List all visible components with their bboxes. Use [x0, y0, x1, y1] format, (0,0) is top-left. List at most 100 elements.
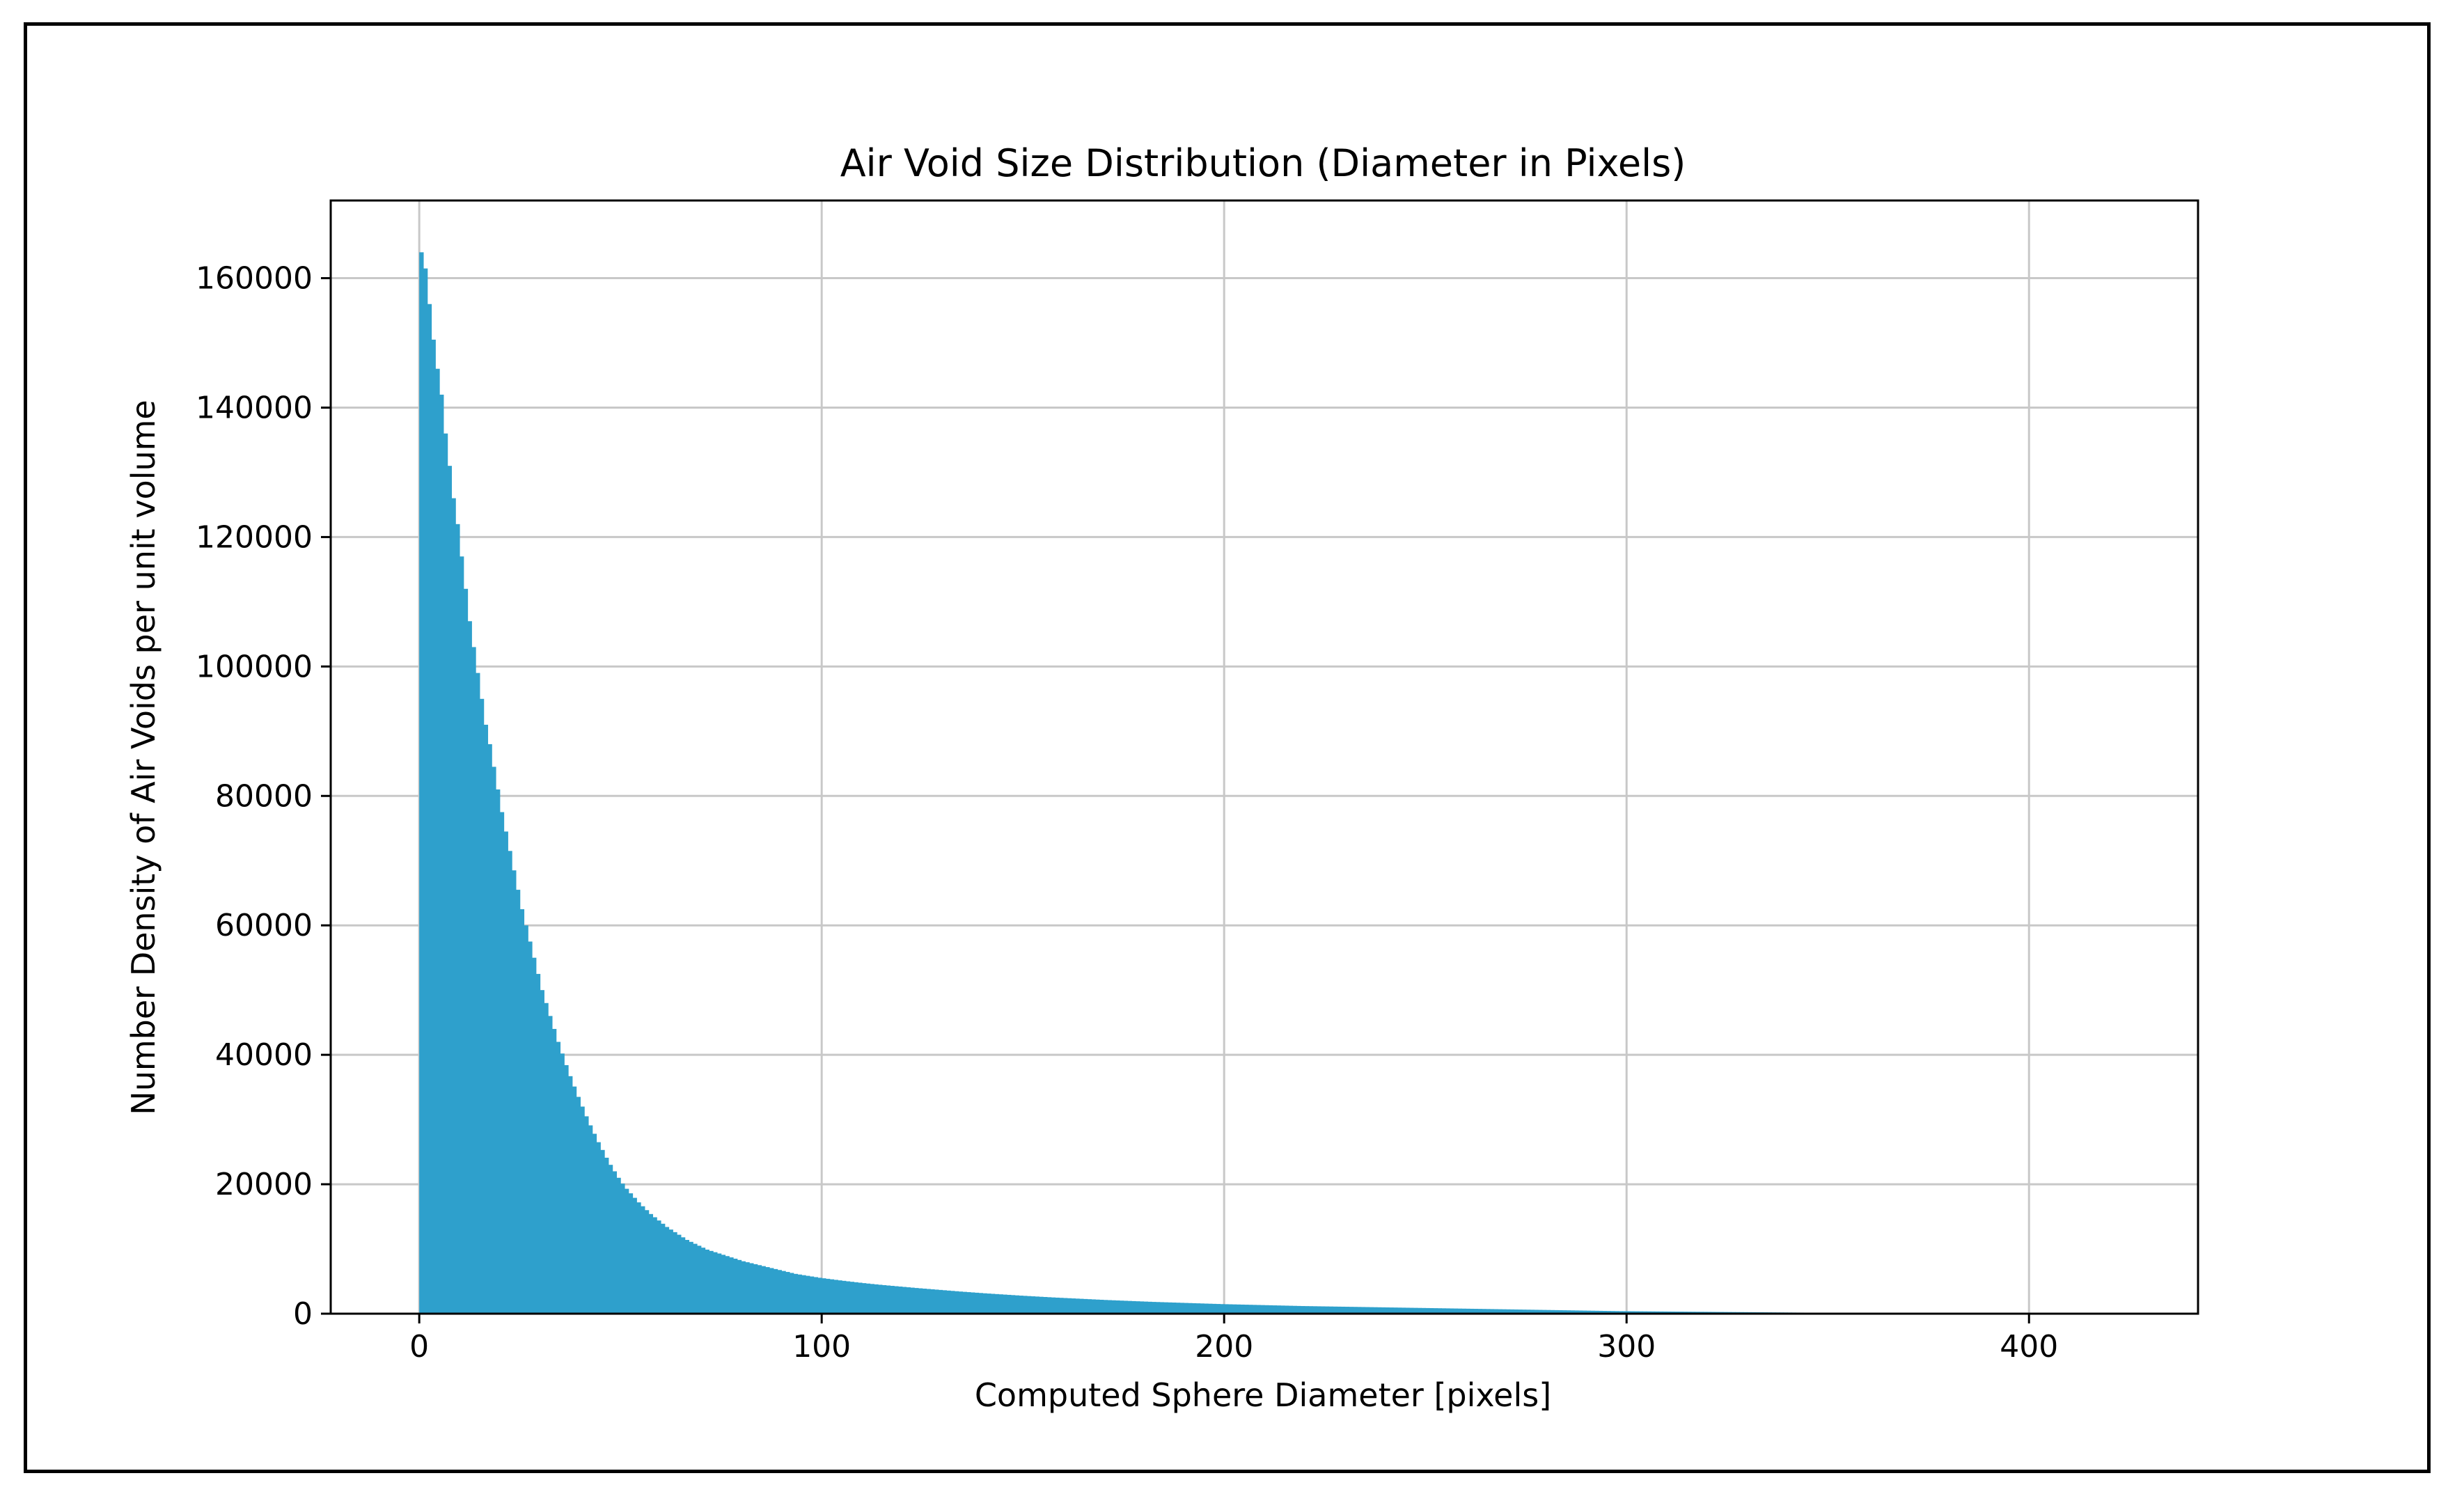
histogram-bar [1557, 1310, 1563, 1314]
histogram-bar [495, 789, 501, 1314]
histogram-bar [1590, 1310, 1595, 1314]
histogram-bar [1003, 1294, 1007, 1314]
histogram-bar [833, 1280, 838, 1314]
histogram-bar [1493, 1309, 1498, 1314]
histogram-bar [1119, 1300, 1124, 1314]
histogram-bar [1079, 1298, 1084, 1314]
histogram-bar [1143, 1301, 1148, 1314]
histogram-bar [1062, 1298, 1068, 1314]
histogram-bar [1276, 1305, 1281, 1314]
histogram-bar [1525, 1310, 1531, 1314]
histogram-bar [1514, 1309, 1519, 1314]
histogram-bar [1485, 1309, 1491, 1314]
histogram-bar [709, 1250, 714, 1314]
histogram-bar [1111, 1300, 1116, 1314]
histogram-bar [556, 1041, 561, 1314]
histogram-bar [1461, 1308, 1466, 1314]
histogram-bar [1654, 1311, 1660, 1314]
histogram-bar [1252, 1305, 1257, 1314]
histogram-bar [858, 1282, 863, 1314]
histogram-bar [1369, 1307, 1374, 1314]
histogram-bar [608, 1165, 613, 1314]
histogram-bar [1320, 1306, 1326, 1314]
histogram-bar [1521, 1310, 1527, 1314]
histogram-bar [443, 433, 448, 1314]
histogram-bar [1622, 1311, 1627, 1314]
histogram-bar [568, 1076, 573, 1314]
histogram-bar [1179, 1303, 1184, 1314]
histogram-bar [926, 1289, 931, 1314]
histogram-bar [1405, 1307, 1410, 1314]
x-tick-label: 200 [1195, 1329, 1253, 1365]
histogram-bar [1095, 1299, 1100, 1314]
histogram-bar [1376, 1307, 1382, 1314]
histogram-bar [1582, 1310, 1587, 1314]
histogram-bar [1433, 1308, 1438, 1314]
histogram-bar [657, 1220, 661, 1314]
histogram-bar [838, 1280, 842, 1314]
histogram-bar [459, 556, 464, 1314]
histogram-bar [431, 339, 436, 1314]
axis-ticks: 0 100 200 300 400 0 20000 40000 60000 80000 100000… [196, 261, 2058, 1365]
histogram-bar [1039, 1296, 1044, 1314]
histogram-bar [1457, 1308, 1462, 1314]
histogram-bar [894, 1286, 899, 1314]
histogram-bar [1570, 1310, 1575, 1314]
histogram-bar [1650, 1311, 1656, 1314]
histogram-bar [1152, 1302, 1156, 1314]
histogram-bar [1337, 1306, 1342, 1314]
histogram-bar [1216, 1304, 1221, 1314]
histogram-bar [1489, 1309, 1495, 1314]
histogram-bar [503, 831, 508, 1314]
histogram-bar [922, 1289, 927, 1314]
histogram-bar [729, 1257, 734, 1314]
histogram-bar [632, 1197, 637, 1314]
histogram-bar [1667, 1311, 1672, 1314]
y-tick-label: 140000 [196, 390, 313, 425]
histogram-bar [1014, 1295, 1020, 1314]
histogram-bar [644, 1210, 650, 1314]
histogram-bar [540, 990, 544, 1314]
histogram-bar [1397, 1307, 1402, 1314]
histogram-bar [1248, 1305, 1253, 1314]
histogram-bar [1578, 1310, 1583, 1314]
histogram-bar [576, 1096, 581, 1314]
histogram-bar [822, 1278, 826, 1314]
histogram-bar [987, 1294, 991, 1314]
histogram-bar [435, 368, 440, 1314]
histogram-bar [1554, 1310, 1559, 1314]
histogram-bar [1353, 1307, 1358, 1314]
histogram-bar [1566, 1310, 1571, 1314]
histogram-bar [499, 812, 505, 1314]
histogram-bar [1586, 1310, 1591, 1314]
histogram-bar [1344, 1307, 1349, 1314]
histogram-bar [1381, 1307, 1386, 1314]
histogram-bar [604, 1157, 609, 1314]
histogram-bar [628, 1193, 634, 1314]
histogram-bar [1324, 1306, 1330, 1314]
histogram-bar [801, 1275, 806, 1314]
histogram-bar [813, 1277, 819, 1314]
x-tick-label: 100 [792, 1329, 851, 1365]
y-tick-label: 20000 [215, 1167, 313, 1202]
histogram-bar [1026, 1296, 1032, 1314]
histogram-bar [1155, 1302, 1161, 1314]
histogram-bar [1425, 1307, 1430, 1314]
histogram-bar [781, 1271, 786, 1314]
histogram-bar [612, 1171, 617, 1314]
histogram-bar [1123, 1300, 1129, 1314]
histogram-bar [677, 1234, 682, 1314]
histogram-bar [1208, 1303, 1213, 1314]
histogram-bar [914, 1288, 919, 1314]
histogram-bar [564, 1065, 569, 1314]
histogram-bar [483, 725, 489, 1314]
histogram-bar [1401, 1307, 1406, 1314]
histogram-bar [829, 1279, 835, 1314]
histogram-bar [849, 1282, 855, 1314]
histogram-bar [624, 1188, 629, 1314]
histogram-bar [886, 1285, 891, 1314]
histogram-bar [455, 524, 460, 1314]
histogram-bar [1505, 1309, 1511, 1314]
histogram-bar [1670, 1311, 1676, 1314]
histogram-bar [476, 673, 480, 1314]
